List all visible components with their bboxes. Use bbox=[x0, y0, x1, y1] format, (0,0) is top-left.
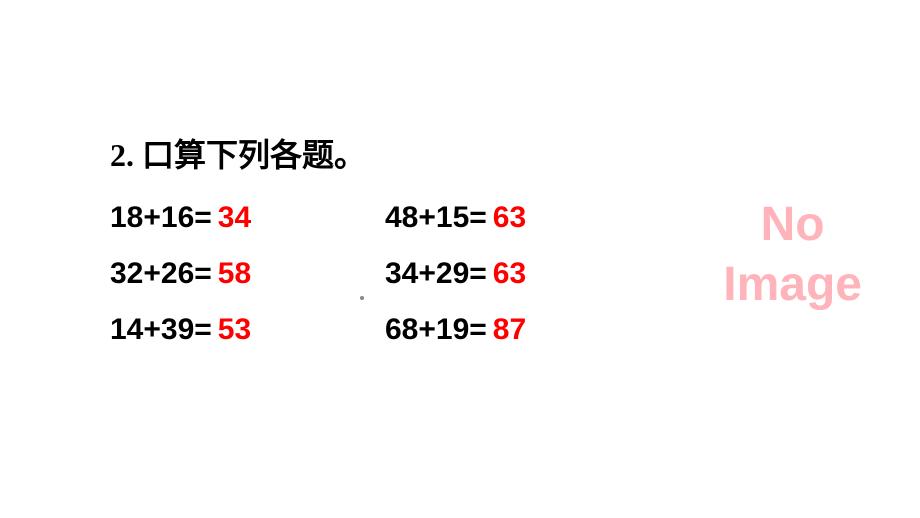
worksheet-title: 2. 口算下列各题。 bbox=[110, 130, 660, 176]
problem-row: 32+26= 58 bbox=[110, 257, 385, 291]
problem-answer: 63 bbox=[493, 257, 526, 291]
problem-answer: 58 bbox=[218, 257, 251, 291]
problem-answer: 34 bbox=[218, 201, 251, 235]
problem-expression: 68+19= bbox=[385, 313, 487, 347]
problem-expression: 48+15= bbox=[385, 201, 487, 235]
placeholder-text: No Image bbox=[723, 195, 862, 315]
problems-grid: 18+16= 34 48+15= 63 32+26= 58 34+29= 63 … bbox=[110, 201, 660, 347]
problem-answer: 87 bbox=[493, 313, 526, 347]
placeholder-line1: No bbox=[723, 195, 862, 255]
problem-row: 34+29= 63 bbox=[385, 257, 660, 291]
worksheet-content: 2. 口算下列各题。 18+16= 34 48+15= 63 32+26= 58… bbox=[110, 130, 660, 347]
problem-expression: 14+39= bbox=[110, 313, 212, 347]
placeholder-line2: Image bbox=[723, 255, 862, 315]
problem-answer: 53 bbox=[218, 313, 251, 347]
decoration-dot bbox=[360, 296, 364, 300]
problem-row: 68+19= 87 bbox=[385, 313, 660, 347]
problem-row: 48+15= 63 bbox=[385, 201, 660, 235]
problem-answer: 63 bbox=[493, 201, 526, 235]
problem-expression: 18+16= bbox=[110, 201, 212, 235]
problem-expression: 34+29= bbox=[385, 257, 487, 291]
problem-row: 14+39= 53 bbox=[110, 313, 385, 347]
problem-expression: 32+26= bbox=[110, 257, 212, 291]
problem-row: 18+16= 34 bbox=[110, 201, 385, 235]
